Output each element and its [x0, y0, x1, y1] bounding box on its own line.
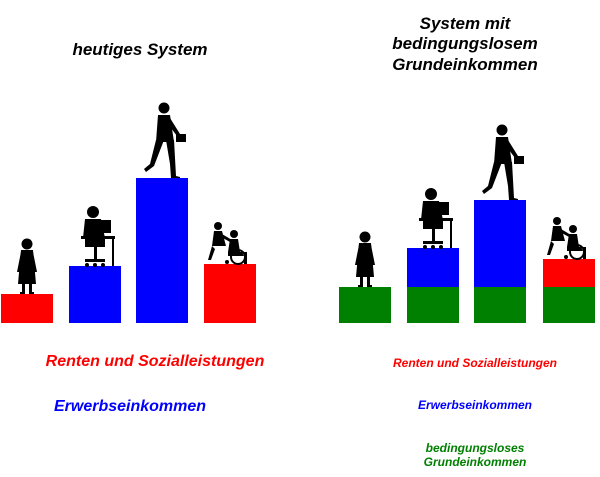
left-title: heutiges System [72, 40, 208, 59]
right-office-worker-icon [419, 188, 453, 249]
left-bar-3-erwerb-segment [136, 178, 188, 323]
right-walking-businessman-icon [482, 124, 524, 200]
right-title-line-2: bedingungslosem [392, 34, 538, 54]
right-bar-3-erwerb-segment [474, 200, 526, 287]
right-bar-3-grund-segment [474, 287, 526, 323]
right-title: System mit bedingungslosem Grundeinkomme… [345, 14, 585, 75]
left-woman-icon [17, 238, 37, 294]
right-bar-2-grund-segment [407, 287, 459, 323]
right-bar-2-erwerb-segment [407, 248, 459, 287]
right-bar-4-grund-segment [543, 287, 595, 323]
right-title-line-3: Grundeinkommen [392, 54, 538, 74]
left-wheelchair-user-icon [207, 221, 248, 265]
left-bar-2-erwerb-segment [69, 266, 121, 323]
legend-grund-right: bedingungsloses Grundeinkommen [360, 441, 590, 470]
right-bar-4-renten-segment [543, 259, 595, 287]
legend-erwerb-left: Erwerbseinkommen [53, 398, 207, 415]
legend-renten-right: Renten und Sozialleistungen [392, 356, 557, 370]
legend-grund-line-1: bedingungsloses [425, 441, 525, 455]
left-walking-businessman-icon [144, 102, 186, 178]
left-bar-4-renten-segment [204, 264, 256, 323]
left-bar-1-renten-segment [1, 294, 53, 323]
legend-erwerb-right: Erwerbseinkommen [417, 398, 533, 412]
right-bar-1-grund-segment [339, 287, 391, 323]
right-woman-icon [355, 231, 375, 287]
legend-grund-line-2: Grundeinkommen [423, 455, 527, 470]
right-wheelchair-user-icon [546, 216, 587, 260]
legend-renten-left: Renten und Sozialleistungen [45, 353, 265, 370]
right-title-line-1: System mit [419, 14, 511, 33]
left-office-worker-icon [81, 206, 115, 267]
